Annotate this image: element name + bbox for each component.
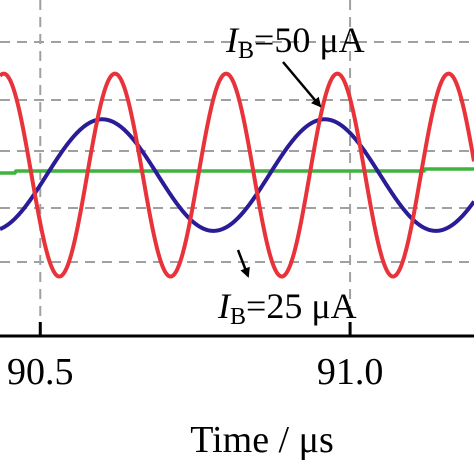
annotation-ib-25-sub: B — [230, 304, 246, 330]
x-tick-label: 90.5 — [7, 351, 74, 393]
series-blue-line — [0, 117, 474, 233]
annotation-ib-50: IB=50 μA — [225, 20, 365, 64]
x-axis-title: Time / μs — [190, 419, 334, 461]
annotation-ib-50-sub: B — [238, 38, 254, 64]
annotation-arrow-50 — [282, 61, 322, 108]
annotation-ib-25-main: I — [217, 286, 232, 326]
annotation-ib-50-value: =50 μA — [254, 20, 365, 60]
annotation-arrow-25 — [236, 249, 250, 278]
grid — [0, 0, 474, 336]
annotation-ib-25-value: =25 μA — [246, 286, 357, 326]
annotation-ib-50-main: I — [225, 20, 240, 60]
series-layer — [0, 71, 474, 279]
x-ticks: 90.5 91.0 — [7, 322, 383, 393]
series-green-line — [0, 167, 474, 175]
x-tick-label: 91.0 — [317, 351, 384, 393]
annotation-ib-25: IB=25 μA — [217, 286, 357, 330]
series-red-line — [0, 71, 474, 279]
